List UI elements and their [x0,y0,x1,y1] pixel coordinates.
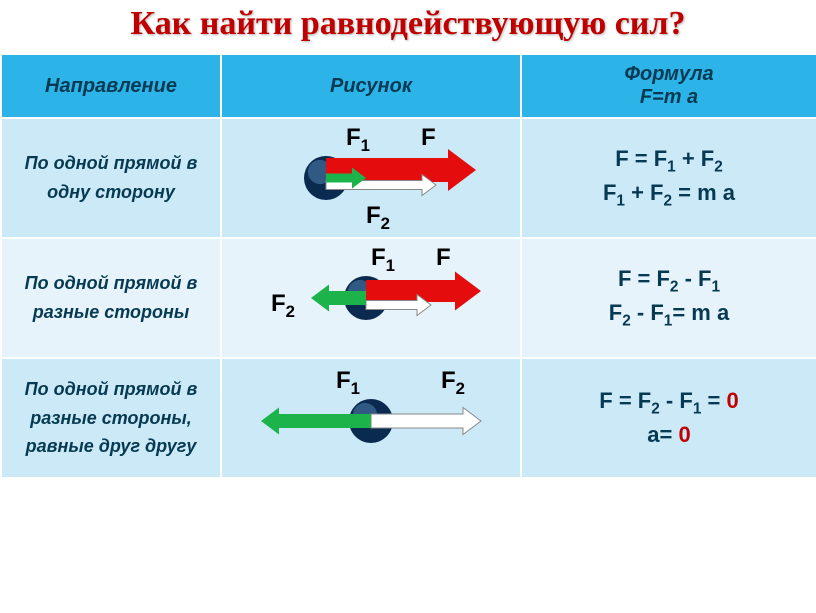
table-row: По одной прямой в разные стороны F1 F F2 F =… [1,238,816,358]
svg-text:F: F [421,124,436,151]
svg-text:F1: F1 [371,244,395,275]
header-direction: Направление [1,54,221,118]
header-figure: Рисунок [221,54,521,118]
direction-cell: По одной прямой в разные стороны, равные… [1,358,221,478]
direction-cell: По одной прямой в разные стороны [1,238,221,358]
svg-text:F2: F2 [366,202,390,233]
table-row: По одной прямой в разные стороны, равные… [1,358,816,478]
header-formula-bottom: F=m a [528,86,810,109]
formula-cell: F = F1 + F2F1 + F2 = m a [521,118,816,238]
table-row: По одной прямой в одну сторону F1 F F2 F = F… [1,118,816,238]
svg-text:F2: F2 [271,290,295,321]
figure-cell: F1 F F2 [221,238,521,358]
header-formula: Формула F=m a [521,54,816,118]
figure-cell: F1 F F2 [221,118,521,238]
svg-text:F: F [436,244,451,271]
forces-table: Направление Рисунок Формула F=m a По одн… [0,53,816,479]
svg-text:F2: F2 [441,367,465,398]
svg-text:F1: F1 [346,124,370,155]
page-title: Как найти равнодействующую сил? [0,0,816,53]
svg-text:F1: F1 [336,367,360,398]
header-row: Направление Рисунок Формула F=m a [1,54,816,118]
figure-cell: F1 F2 [221,358,521,478]
direction-cell: По одной прямой в одну сторону [1,118,221,238]
formula-cell: F = F2 - F1 = 0a= 0 [521,358,816,478]
header-formula-top: Формула [528,63,810,86]
formula-cell: F = F2 - F1F2 - F1= m a [521,238,816,358]
